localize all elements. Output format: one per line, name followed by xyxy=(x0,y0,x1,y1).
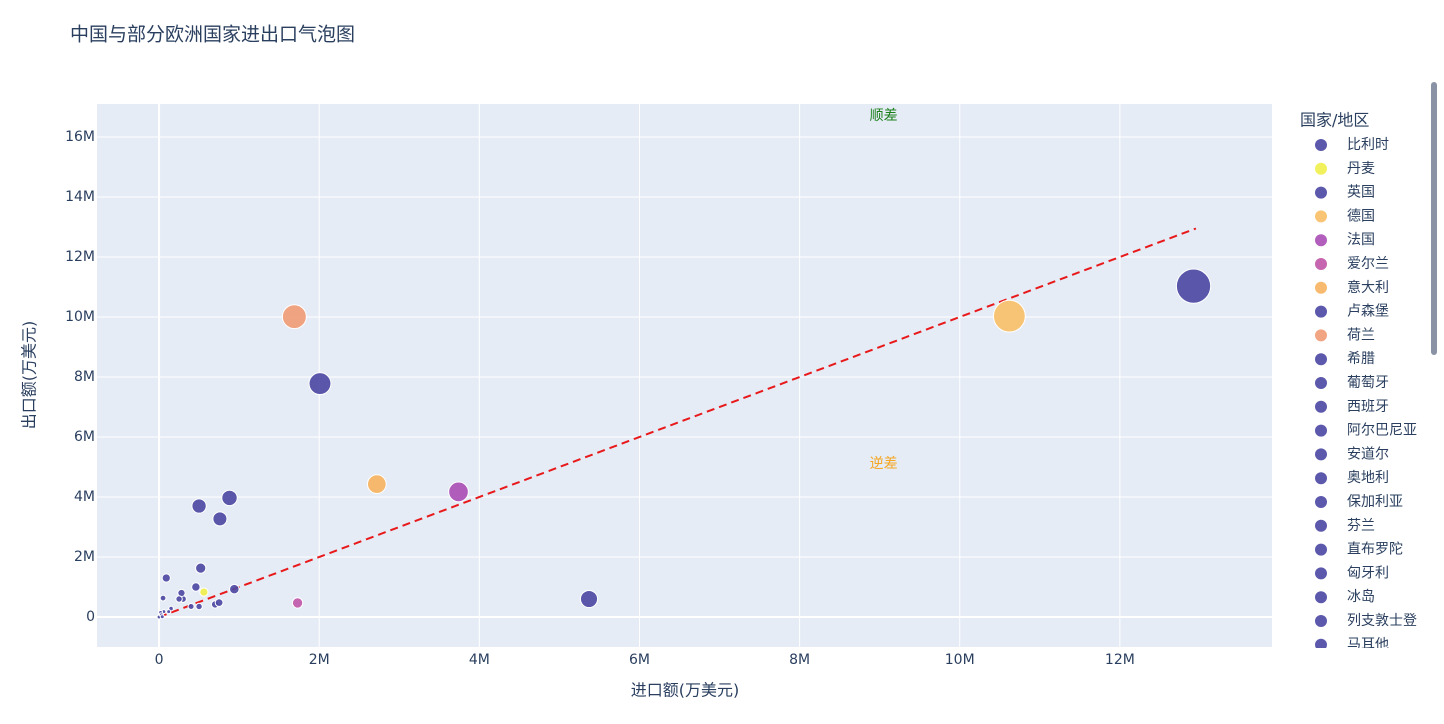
legend-item: 奥地利 xyxy=(1347,469,1389,486)
chart-title: 中国与部分欧洲国家进出口气泡图 xyxy=(70,24,355,46)
legend-marker xyxy=(1315,162,1327,175)
legend-marker xyxy=(1315,424,1327,437)
legend-item: 卢森堡 xyxy=(1347,304,1389,320)
legend-title: 国家/地区 xyxy=(1300,111,1369,130)
legend-item: 匈牙利 xyxy=(1347,565,1389,581)
legend-marker xyxy=(1315,615,1327,627)
legend-item: 爱尔兰 xyxy=(1347,256,1389,272)
legend-marker xyxy=(1315,305,1327,318)
legend-item: 马耳他 xyxy=(1347,637,1389,653)
legend-item: 葡萄牙 xyxy=(1347,375,1389,391)
x-tick-label: 2M xyxy=(309,652,330,668)
legend-item: 丹麦 xyxy=(1347,161,1375,177)
annotation: 逆差 xyxy=(870,456,898,472)
legend-marker xyxy=(1315,496,1327,508)
y-tick-label: 4M xyxy=(74,489,95,505)
x-tick-label: 12M xyxy=(1105,652,1135,668)
legend-marker xyxy=(1315,210,1327,223)
bubble xyxy=(308,372,332,396)
x-tick-label: 10M xyxy=(945,652,975,668)
legend-marker xyxy=(1315,591,1327,604)
legend-marker xyxy=(1315,186,1327,199)
bubble xyxy=(448,481,469,503)
bubble xyxy=(366,474,387,494)
bubble xyxy=(159,594,167,602)
legend-marker xyxy=(1315,400,1327,413)
legend-item: 芬兰 xyxy=(1347,518,1375,534)
y-tick-label: 0 xyxy=(86,609,95,625)
x-tick-label: 6M xyxy=(629,652,650,668)
legend-item: 阿尔巴尼亚 xyxy=(1347,423,1417,439)
bubble xyxy=(175,595,183,603)
y-axis-title: 出口额(万美元) xyxy=(20,321,39,430)
bubble xyxy=(191,582,201,592)
legend-item: 西班牙 xyxy=(1347,399,1389,415)
bubble xyxy=(579,589,599,609)
legend-item: 冰岛 xyxy=(1347,589,1375,605)
bubble xyxy=(195,602,203,611)
legend-item: 希腊 xyxy=(1347,351,1375,367)
y-tick-label: 12M xyxy=(65,249,95,265)
legend-marker xyxy=(1315,139,1327,151)
legend-marker xyxy=(1315,234,1327,247)
legend-marker xyxy=(1315,377,1327,389)
y-tick-label: 8M xyxy=(74,369,95,385)
legend-marker xyxy=(1315,567,1327,580)
legend-item: 列支敦士登 xyxy=(1347,613,1417,629)
legend-item: 德国 xyxy=(1347,208,1375,224)
x-tick-label: 8M xyxy=(789,652,810,668)
legend-scrollbar[interactable] xyxy=(1431,82,1437,355)
y-tick-label: 16M xyxy=(65,129,95,145)
bubble xyxy=(281,304,307,330)
legend-marker xyxy=(1315,329,1327,342)
legend-marker xyxy=(1315,543,1327,556)
legend-marker xyxy=(1315,472,1327,485)
bubble xyxy=(221,489,238,507)
bubble xyxy=(159,614,165,620)
bubble xyxy=(212,511,228,527)
legend-marker xyxy=(1315,448,1327,461)
legend: 比利时丹麦英国德国法国爱尔兰意大利卢森堡荷兰希腊葡萄牙西班牙阿尔巴尼亚安道尔奥地… xyxy=(1315,137,1417,653)
y-tick-label: 2M xyxy=(74,549,95,565)
x-tick-label: 4M xyxy=(469,652,490,668)
bubble xyxy=(187,602,195,611)
bubble xyxy=(199,587,209,597)
bubble xyxy=(166,609,172,615)
bubble xyxy=(291,597,304,609)
legend-marker xyxy=(1315,258,1327,270)
bubble xyxy=(214,598,224,607)
y-tick-label: 14M xyxy=(65,189,95,205)
legend-item: 荷兰 xyxy=(1347,327,1375,343)
bubble xyxy=(161,573,171,583)
legend-marker xyxy=(1315,638,1327,648)
legend-item: 意大利 xyxy=(1347,279,1389,296)
plot-background xyxy=(97,104,1272,647)
legend-marker xyxy=(1315,353,1327,366)
annotation: 顺差 xyxy=(870,108,898,124)
legend-marker xyxy=(1315,281,1327,294)
legend-item: 保加利亚 xyxy=(1347,494,1403,510)
y-tick-label: 6M xyxy=(74,429,95,445)
reference-line xyxy=(158,227,1197,618)
legend-item: 英国 xyxy=(1347,184,1375,201)
x-axis-title: 进口额(万美元) xyxy=(631,681,740,700)
bubble xyxy=(1175,268,1212,304)
bubble xyxy=(229,583,240,595)
bubble xyxy=(191,498,207,514)
legend-marker xyxy=(1315,519,1327,532)
legend-item: 安道尔 xyxy=(1347,446,1389,462)
legend-item: 比利时 xyxy=(1347,137,1389,153)
y-tick-label: 10M xyxy=(65,309,95,325)
legend-item: 直布罗陀 xyxy=(1347,541,1403,558)
grid: 0 2M 4M 6M 8M 10M 12M 0 2M 4M 6M 8M 10M 12M 14M 16M xyxy=(65,104,1272,668)
x-tick-label: 0 xyxy=(155,652,164,668)
legend-item: 法国 xyxy=(1347,232,1375,248)
bubble xyxy=(992,299,1026,333)
bubble xyxy=(195,562,207,574)
